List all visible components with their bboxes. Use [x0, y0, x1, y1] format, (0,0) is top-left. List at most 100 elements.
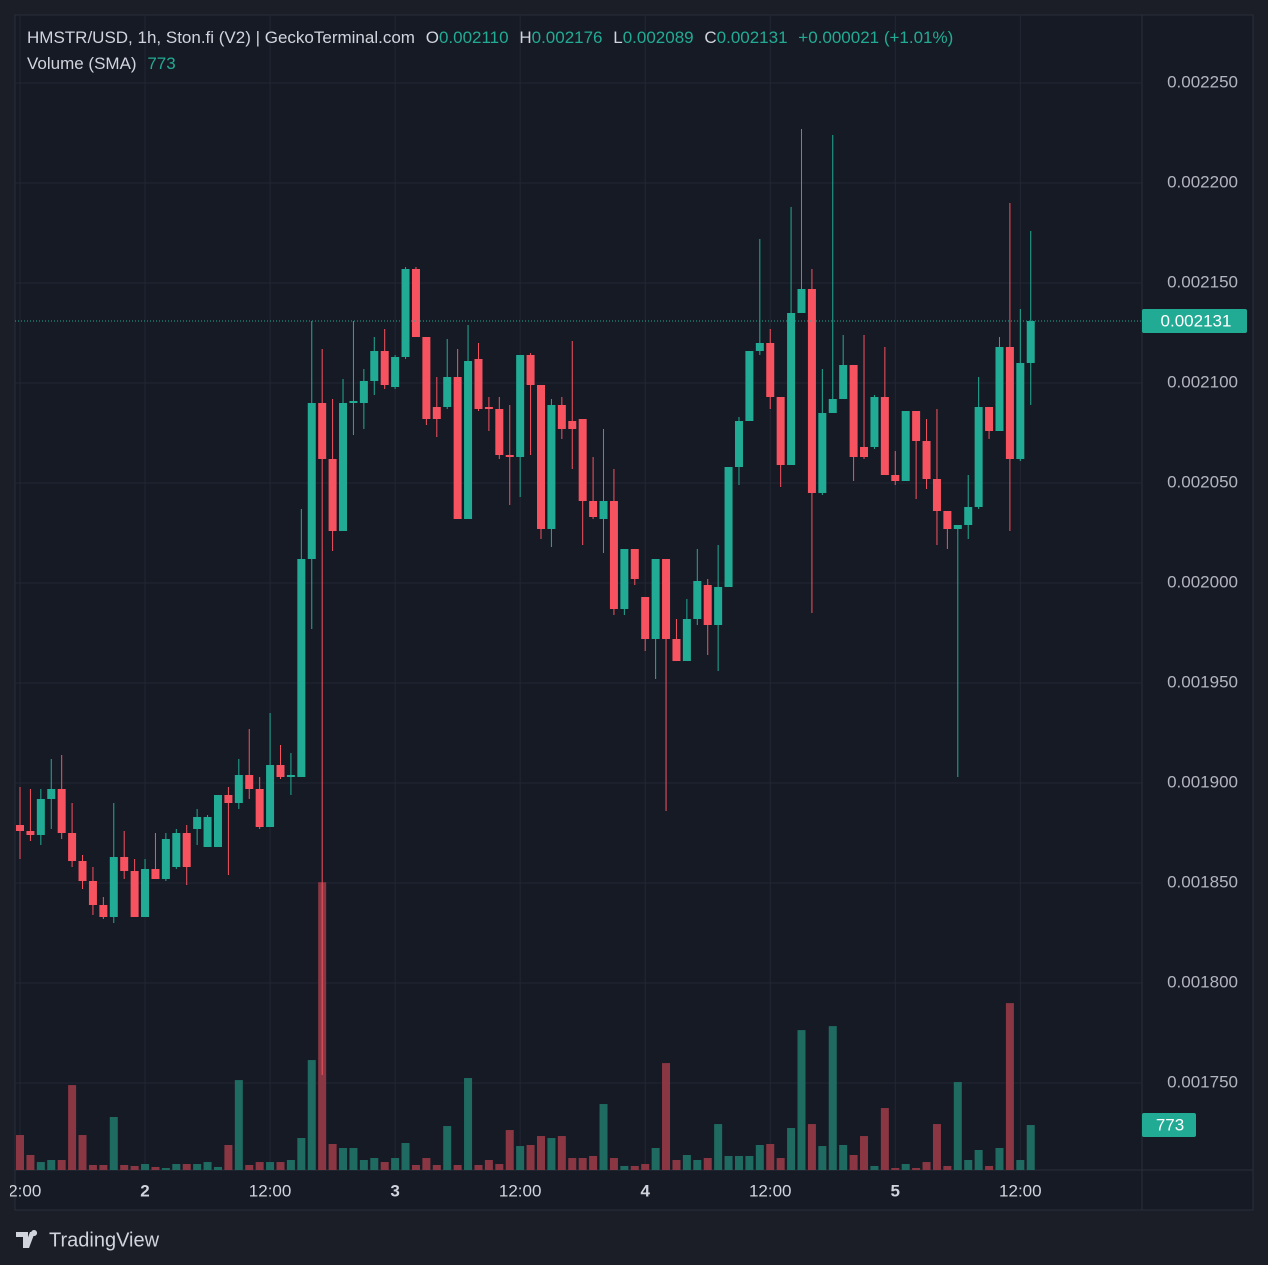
volume-bar: [213, 1166, 222, 1170]
candle-body: [932, 479, 941, 511]
ohlc-key: L: [613, 28, 622, 47]
candle-body: [432, 407, 441, 419]
volume-bar: [880, 1108, 889, 1170]
candle-body: [547, 405, 556, 529]
candle-body: [245, 775, 254, 789]
x-tick-label: 4: [640, 1181, 650, 1200]
candle-body: [912, 411, 921, 441]
candle-body: [26, 831, 35, 835]
grid: [15, 15, 1142, 1170]
volume-bar: [901, 1164, 910, 1170]
volume-bar: [245, 1164, 254, 1170]
ohlc-key: H: [519, 28, 531, 47]
candle-body: [411, 269, 420, 337]
volume-bar: [985, 1165, 994, 1170]
volume-bar: [193, 1164, 202, 1170]
candle-body: [422, 337, 431, 419]
candle-body: [860, 447, 869, 457]
candle-body: [891, 475, 900, 481]
volume-bar: [547, 1138, 556, 1170]
candle-body: [880, 397, 889, 475]
volume-bar: [151, 1166, 160, 1170]
x-tick-label: 12:00: [499, 1181, 542, 1200]
volume-bar: [141, 1164, 150, 1170]
candle-body: [662, 559, 671, 639]
candle-body: [88, 881, 97, 905]
candle-body: [589, 501, 598, 517]
volume-bar: [849, 1154, 858, 1170]
volume-bar: [297, 1138, 306, 1170]
volume-bar: [734, 1155, 743, 1170]
volume-bar: [526, 1144, 535, 1170]
x-tick-label: 12:00: [0, 1181, 41, 1200]
volume-bar: [787, 1128, 796, 1170]
volume-bar: [120, 1164, 129, 1170]
candle-body: [703, 585, 712, 625]
candle-body: [651, 559, 660, 639]
candle-body: [828, 399, 837, 413]
candle-body: [755, 343, 764, 351]
volume-bar: [922, 1162, 931, 1170]
volume-tag: [1142, 1113, 1196, 1138]
branding: TradingView: [16, 1229, 160, 1251]
volume-bar: [130, 1165, 139, 1170]
volume-bar: [401, 1143, 410, 1170]
volume-bar: [651, 1148, 660, 1170]
candle-body: [1016, 363, 1025, 459]
volume-bar: [99, 1164, 108, 1170]
volume-bar: [495, 1164, 504, 1170]
x-tick-label: 12:00: [749, 1181, 792, 1200]
volume-bar: [47, 1159, 56, 1170]
volume-bar: [557, 1136, 566, 1170]
volume-bar: [1026, 1125, 1035, 1170]
volume-name: Volume (SMA): [27, 54, 137, 73]
volume-bar: [286, 1159, 295, 1170]
candle-body: [109, 857, 118, 917]
volume-bar: [266, 1162, 275, 1170]
y-tick-label: 0.002150: [1167, 272, 1238, 291]
y-tick-label: 0.002200: [1167, 172, 1238, 191]
candle-body: [734, 421, 743, 467]
candle-body: [682, 619, 691, 661]
volume-bar: [995, 1148, 1004, 1170]
candle-body: [787, 313, 796, 465]
volume-bar: [505, 1130, 514, 1170]
candle-body: [203, 817, 212, 847]
volume-bar: [839, 1144, 848, 1170]
candle-body: [172, 833, 181, 867]
candle-body: [224, 795, 233, 803]
candle-body: [57, 789, 66, 833]
chart-frame: [14, 14, 1254, 1211]
x-tick-label: 12:00: [249, 1181, 292, 1200]
last-price-tag: [1142, 309, 1247, 333]
volume-bar: [161, 1168, 170, 1170]
volume-legend: Volume (SMA) 773: [27, 54, 176, 73]
volume-bar: [78, 1135, 87, 1170]
volume-bar: [203, 1162, 212, 1170]
volume-bar: [432, 1164, 441, 1170]
candle-body: [943, 511, 952, 529]
candle-body: [318, 403, 327, 459]
ohlc-key: O: [426, 28, 439, 47]
candle-body: [391, 357, 400, 387]
candle-body: [568, 421, 577, 429]
y-tick-label: 0.002000: [1167, 572, 1238, 591]
candle-body: [443, 377, 452, 407]
logo-icon: [16, 1230, 38, 1248]
volume-bar: [443, 1126, 452, 1170]
candle-body: [328, 459, 337, 531]
candle-body: [870, 397, 879, 447]
candle-body: [234, 775, 243, 803]
candle-body: [484, 407, 493, 409]
volume-bar: [411, 1164, 420, 1170]
candle-body: [797, 289, 806, 313]
candle-body: [537, 385, 545, 529]
candle-body: [985, 407, 994, 431]
change: +0.000021 (+1.01%): [798, 28, 953, 47]
x-tick-label: 12:00: [999, 1181, 1042, 1200]
time-axis: 12:00 2 12:00 3 12:00 4 12:00 5 12:00: [0, 1181, 1042, 1200]
y-tick-label: 0.001850: [1167, 872, 1238, 891]
y-tick-label: 0.001950: [1167, 672, 1238, 691]
candle-body: [339, 403, 348, 531]
volume-bar: [349, 1148, 358, 1170]
